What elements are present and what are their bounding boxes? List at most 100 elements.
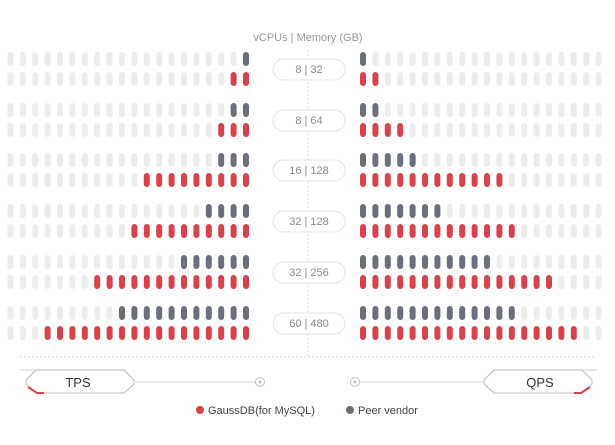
qps-empty-unit (459, 52, 466, 66)
tps-peer-bar-unit (230, 306, 237, 320)
tps-empty-unit (205, 153, 212, 167)
qps-gauss-bar-unit (484, 224, 490, 238)
tps-empty-unit (168, 52, 175, 66)
qps-gauss-bar-unit (546, 326, 552, 340)
qps-empty-unit (434, 52, 441, 66)
qps-empty-unit (471, 52, 478, 66)
tps-empty-unit (106, 255, 113, 269)
qps-peer-bar-unit (459, 255, 466, 269)
tps-empty-unit (218, 52, 225, 66)
tps-empty-unit (119, 123, 125, 137)
tps-gauss-bar-unit (181, 275, 187, 289)
qps-empty-unit (546, 255, 552, 269)
tps-empty-unit (106, 173, 113, 187)
tps-gauss-bar-unit (143, 275, 150, 289)
qps-gauss-bar-unit (496, 173, 503, 187)
qps-empty-unit (583, 204, 590, 218)
qps-empty-unit (583, 326, 590, 340)
tps-peer-bar-unit (243, 306, 249, 320)
tps-gauss-bar-unit (81, 326, 88, 340)
tps-empty-unit (156, 153, 163, 167)
qps-gauss-bar-unit (384, 275, 391, 289)
tps-empty-unit (69, 72, 76, 86)
tps-gauss-bar-unit (119, 275, 125, 289)
qps-gauss-bar-unit (397, 224, 404, 238)
tps-empty-unit (57, 103, 63, 117)
tps-empty-unit (7, 204, 14, 218)
tps-peer-bar-unit (230, 103, 237, 117)
legend-gauss-marker-icon (196, 406, 204, 414)
tps-gauss-bar-unit (57, 326, 63, 340)
qps-gauss-bar-unit (422, 326, 428, 340)
qps-peer-bar-unit (360, 204, 366, 218)
tps-empty-unit (119, 153, 125, 167)
qps-empty-unit (595, 224, 602, 238)
tps-gauss-bar-unit (44, 326, 51, 340)
tps-peer-bar-unit (243, 153, 249, 167)
labels-layer: 8 | 32 8 | 64 16 | 128 32 | 128 32 | 256 60 |… (272, 58, 346, 335)
qps-empty-unit (558, 123, 565, 137)
qps-peer-bar-unit (372, 103, 379, 117)
qps-gauss-bar-unit (409, 173, 416, 187)
tps-empty-unit (7, 224, 14, 238)
tps-empty-unit (57, 173, 63, 187)
tps-empty-unit (7, 275, 14, 289)
qps-empty-unit (595, 306, 602, 320)
tps-peer-bar-unit (119, 306, 125, 320)
qps-gauss-bar-unit (471, 224, 478, 238)
tps-gauss-bar-unit (94, 326, 101, 340)
tps-empty-unit (69, 123, 76, 137)
qps-empty-unit (546, 52, 552, 66)
tps-empty-unit (106, 72, 113, 86)
tps-empty-unit (44, 204, 51, 218)
category-label-pill (272, 261, 346, 284)
qps-empty-unit (558, 153, 565, 167)
qps-gauss-bar-unit (422, 224, 428, 238)
tps-empty-unit (168, 204, 175, 218)
qps-gauss-bar-unit (446, 173, 453, 187)
tps-gauss-bar-unit (156, 173, 163, 187)
qps-empty-unit (484, 204, 490, 218)
tps-gauss-bar-unit (168, 224, 175, 238)
qps-gauss-bar-unit (434, 275, 441, 289)
tps-empty-unit (193, 153, 200, 167)
qps-peer-bar-unit (372, 204, 379, 218)
tps-empty-unit (181, 153, 187, 167)
tps-empty-unit (193, 204, 200, 218)
qps-empty-unit (570, 123, 577, 137)
tps-empty-unit (131, 52, 138, 66)
qps-gauss-bar-unit (360, 173, 366, 187)
tps-gauss-bar-unit (243, 72, 249, 86)
tps-empty-unit (69, 204, 76, 218)
tps-peer-bar-unit (193, 306, 200, 320)
qps-empty-unit (446, 204, 453, 218)
qps-empty-unit (446, 103, 453, 117)
tps-gauss-bar-unit (106, 326, 113, 340)
category-label: 32 | 128 (289, 216, 329, 228)
tps-empty-unit (7, 72, 14, 86)
category-label-pill (272, 312, 346, 335)
qps-gauss-bar-unit (446, 326, 453, 340)
qps-empty-unit (446, 52, 453, 66)
qps-empty-unit (570, 204, 577, 218)
qps-empty-unit (583, 275, 590, 289)
qps-peer-bar-unit (422, 204, 428, 218)
qps-empty-unit (533, 224, 540, 238)
tps-empty-unit (19, 275, 26, 289)
qps-empty-unit (434, 153, 441, 167)
tps-gauss-bar-unit (106, 275, 113, 289)
tps-empty-unit (57, 255, 63, 269)
qps-empty-unit (546, 72, 552, 86)
tps-empty-unit (44, 52, 51, 66)
qps-gauss-bar-unit (360, 275, 366, 289)
tps-gauss-bar-unit (243, 224, 249, 238)
tps-gauss-bar-unit (193, 326, 200, 340)
qps-peer-bar-unit (397, 306, 404, 320)
qps-empty-unit (546, 204, 552, 218)
tps-gauss-bar-unit (131, 275, 138, 289)
tps-empty-unit (32, 72, 39, 86)
tps-empty-unit (156, 72, 163, 86)
qps-peer-bar-unit (446, 306, 453, 320)
